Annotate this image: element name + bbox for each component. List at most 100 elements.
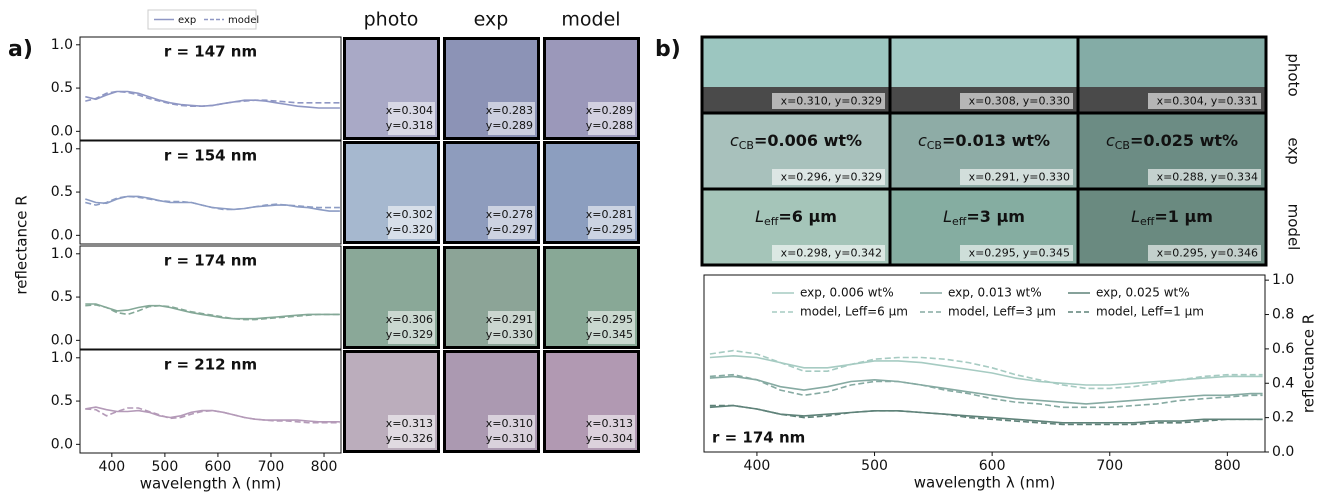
series-line bbox=[709, 404, 1263, 426]
x-tick-label: 400 bbox=[98, 459, 125, 475]
heading-value: =0.013 wt% bbox=[942, 131, 1050, 150]
heading-subscript: CB bbox=[927, 139, 942, 152]
y-tick-label: 0.0 bbox=[51, 227, 73, 243]
heading-value: =6 µm bbox=[778, 207, 837, 226]
series-line bbox=[709, 375, 1263, 405]
x-tick-label: 500 bbox=[152, 459, 179, 475]
legend-label: exp, 0.006 wt% bbox=[800, 286, 894, 300]
y-tick-label: 0.2 bbox=[1272, 410, 1294, 426]
legend-label: model bbox=[228, 15, 259, 26]
coord-bg bbox=[1148, 169, 1261, 185]
swatch-heading: Leff=3 µm bbox=[943, 207, 1025, 229]
coord-bg bbox=[488, 102, 535, 135]
heading-symbol: L bbox=[755, 207, 764, 226]
coord-bg bbox=[588, 415, 635, 448]
swatch-heading: cCB=0.013 wt% bbox=[918, 131, 1050, 153]
y-axis-label: reflectance R bbox=[1300, 314, 1318, 413]
y-tick-label: 0.0 bbox=[1272, 444, 1294, 460]
coord-bg bbox=[388, 311, 435, 344]
chart-title: r = 174 nm bbox=[164, 252, 257, 270]
coord-x: x=0.302 bbox=[386, 208, 433, 221]
swatch-heading: Leff=6 µm bbox=[755, 207, 837, 229]
swatch-heading: cCB=0.006 wt% bbox=[730, 131, 862, 153]
coord-y: y=0.318 bbox=[386, 119, 433, 132]
coord-x: x=0.306 bbox=[386, 313, 433, 326]
heading-symbol: c bbox=[1106, 131, 1115, 150]
x-tick-label: 700 bbox=[258, 459, 285, 475]
coord-y: y=0.297 bbox=[486, 223, 533, 236]
column-header: exp bbox=[474, 9, 509, 31]
x-tick-label: 800 bbox=[311, 459, 338, 475]
y-tick-label: 0.5 bbox=[51, 184, 73, 200]
y-tick-label: 0.0 bbox=[51, 436, 73, 452]
coord-bg bbox=[772, 93, 885, 109]
y-tick-label: 0.5 bbox=[51, 289, 73, 305]
coords: x=0.304, y=0.331 bbox=[1157, 95, 1258, 108]
heading-value: =3 µm bbox=[966, 207, 1025, 226]
coords: x=0.298, y=0.342 bbox=[781, 247, 882, 260]
row-label: exp bbox=[1285, 137, 1303, 164]
legend-box bbox=[147, 9, 257, 30]
coords: x=0.296, y=0.329 bbox=[781, 171, 882, 184]
coords: x=0.308, y=0.330 bbox=[969, 95, 1070, 108]
series-line bbox=[709, 404, 1263, 424]
series-line bbox=[85, 195, 340, 211]
coord-y: y=0.329 bbox=[386, 328, 433, 341]
coord-x: x=0.313 bbox=[386, 417, 433, 430]
plot-frame bbox=[703, 274, 1266, 453]
coord-bg bbox=[588, 206, 635, 239]
y-tick-label: 0.6 bbox=[1272, 341, 1294, 357]
coord-x: x=0.281 bbox=[586, 208, 633, 221]
coord-bg bbox=[772, 169, 885, 185]
swatch-heading: cCB=0.025 wt% bbox=[1106, 131, 1238, 153]
row-label: photo bbox=[1285, 53, 1303, 96]
swatch-heading: Leff=1 µm bbox=[1131, 207, 1213, 229]
coord-y: y=0.326 bbox=[386, 432, 433, 445]
x-tick-label: 700 bbox=[1096, 458, 1123, 474]
coord-x: x=0.291 bbox=[486, 313, 533, 326]
coords: x=0.291, y=0.330 bbox=[969, 171, 1070, 184]
x-axis-label: wavelength λ (nm) bbox=[914, 474, 1056, 492]
coord-bg bbox=[388, 206, 435, 239]
coords: x=0.288, y=0.334 bbox=[1157, 171, 1258, 184]
y-tick-label: 0.0 bbox=[51, 332, 73, 348]
coord-y: y=0.304 bbox=[586, 432, 633, 445]
y-tick-label: 0.5 bbox=[51, 80, 73, 96]
coord-bg bbox=[588, 311, 635, 344]
heading-subscript: CB bbox=[1115, 139, 1130, 152]
panel-label: b) bbox=[655, 37, 681, 62]
legend-label: exp bbox=[178, 15, 196, 26]
coord-bg bbox=[388, 102, 435, 135]
series-line bbox=[85, 406, 340, 423]
coord-y: y=0.310 bbox=[486, 432, 533, 445]
y-tick-label: 1.0 bbox=[51, 246, 73, 262]
heading-symbol: L bbox=[1131, 207, 1140, 226]
column-header: model bbox=[561, 9, 620, 31]
y-tick-label: 0.5 bbox=[51, 393, 73, 409]
x-tick-label: 600 bbox=[979, 458, 1006, 474]
coord-x: x=0.295 bbox=[586, 313, 633, 326]
x-tick-label: 500 bbox=[861, 458, 888, 474]
legend-label: exp, 0.013 wt% bbox=[948, 286, 1042, 300]
legend-label: model, Leff=1 µm bbox=[1096, 305, 1204, 319]
series-line bbox=[85, 195, 340, 212]
coord-bg bbox=[488, 206, 535, 239]
coord-y: y=0.289 bbox=[486, 119, 533, 132]
row-label: model bbox=[1285, 204, 1303, 251]
coords: x=0.295, y=0.346 bbox=[1157, 247, 1258, 260]
coords: x=0.310, y=0.329 bbox=[781, 95, 882, 108]
coord-bg bbox=[488, 415, 535, 448]
heading-subscript: eff bbox=[1140, 215, 1155, 228]
coord-bg bbox=[960, 93, 1073, 109]
coord-bg bbox=[388, 415, 435, 448]
heading-value: =1 µm bbox=[1154, 207, 1213, 226]
heading-symbol: L bbox=[943, 207, 952, 226]
heading-symbol: c bbox=[918, 131, 927, 150]
coord-x: x=0.310 bbox=[486, 417, 533, 430]
coord-bg bbox=[1148, 245, 1261, 261]
coord-bg bbox=[772, 245, 885, 261]
heading-value: =0.025 wt% bbox=[1130, 131, 1238, 150]
x-tick-label: 800 bbox=[1214, 458, 1241, 474]
y-axis-label: reflectance R bbox=[13, 195, 31, 294]
